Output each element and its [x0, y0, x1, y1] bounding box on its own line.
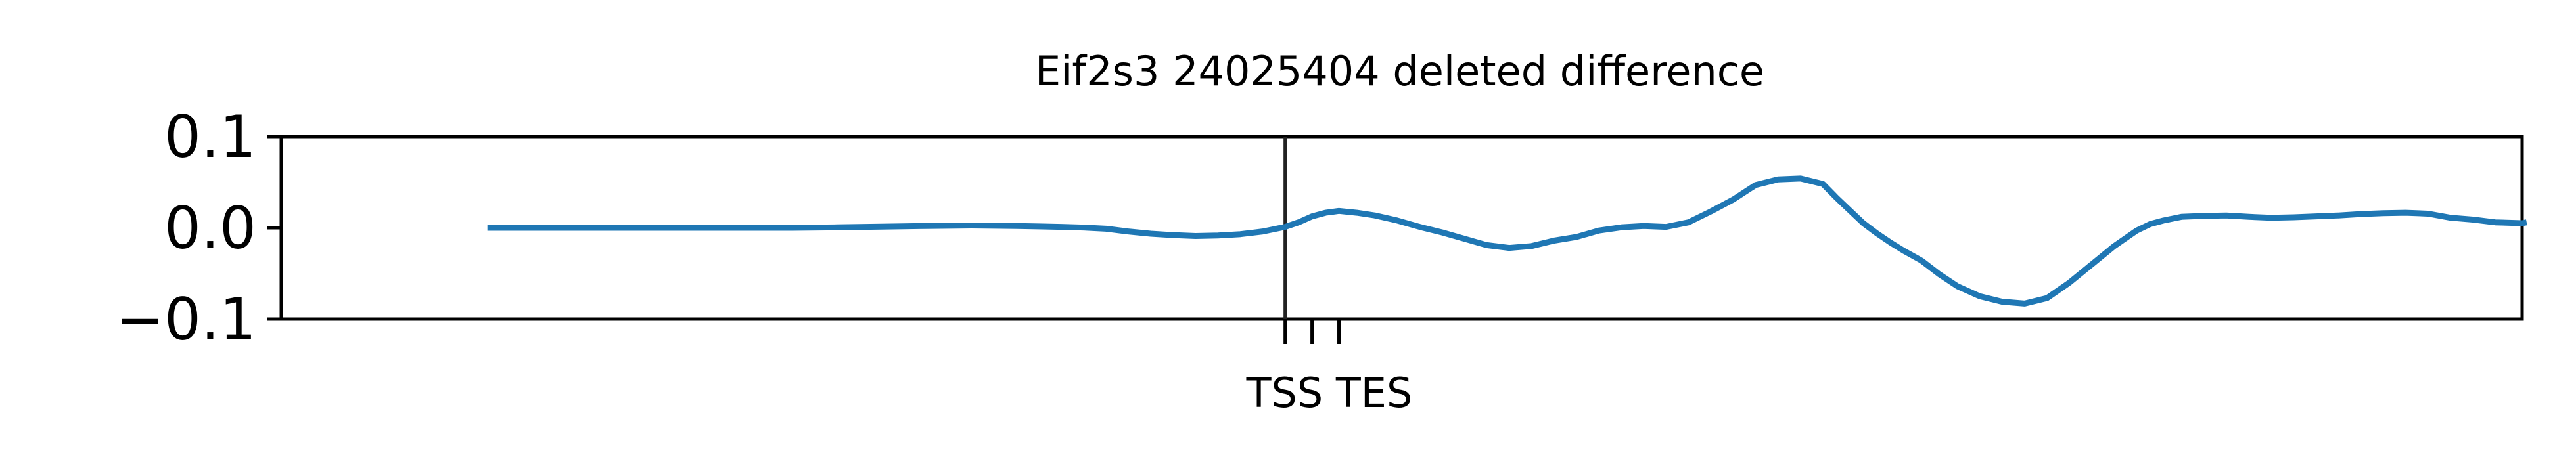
x-axis	[1283, 319, 1341, 344]
plot-area	[279, 135, 2527, 321]
series-layer	[487, 175, 2527, 307]
chart-title: Eif2s3 24025404 deleted difference	[1035, 47, 1764, 95]
y-tick-label: 0.0	[164, 194, 256, 262]
y-tick-label: 0.1	[164, 103, 256, 171]
series-line	[487, 175, 2527, 307]
tick-annotation-tss-tes: TSS TES	[1246, 369, 1413, 417]
y-tick-label: −0.1	[116, 286, 256, 353]
y-axis: 0.1 0.0 −0.1	[116, 103, 281, 353]
